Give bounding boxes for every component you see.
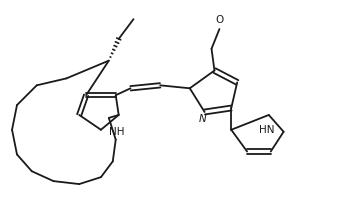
- Text: O: O: [215, 15, 223, 25]
- Text: N: N: [199, 114, 206, 124]
- Text: NH: NH: [109, 127, 124, 137]
- Text: HN: HN: [259, 125, 274, 135]
